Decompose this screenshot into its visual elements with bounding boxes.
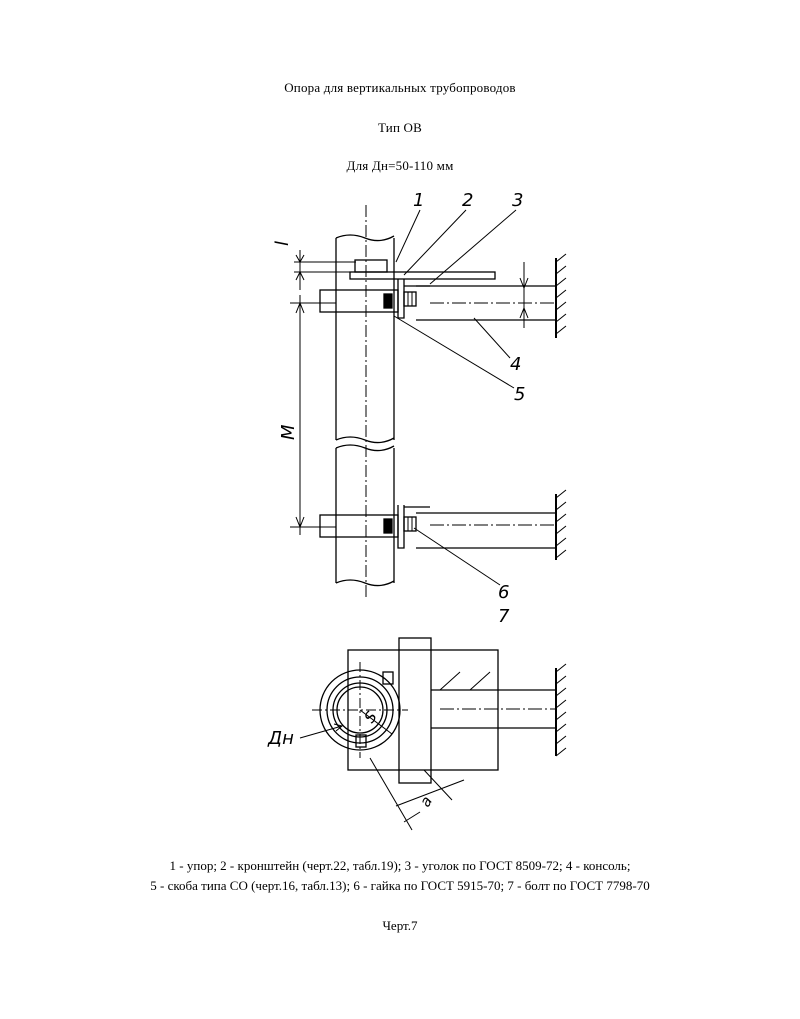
support-type: Тип ОВ (377, 120, 423, 135)
clamp-nut-upper (383, 293, 393, 309)
console-lower (416, 512, 555, 549)
label-dim-Dn: Дн (267, 728, 294, 749)
leader-3 (429, 209, 517, 285)
label-dim-a: a (416, 793, 436, 810)
label-dim-M: M (278, 424, 299, 440)
legend-line-2: 5 - скоба типа СО (черт.16, табл.13); 6 … (150, 878, 650, 893)
angle-profile (397, 279, 405, 319)
leader-5 (393, 315, 515, 389)
label-part-6: 6 (498, 582, 509, 603)
clamp-nut-lower (383, 518, 393, 534)
legend-line-1: 1 - упор; 2 - кронштейн (черт.22, табл.1… (169, 858, 631, 873)
leader-1 (395, 209, 421, 263)
label-dim-l: l (272, 241, 293, 246)
dimension-M (290, 295, 336, 535)
label-part-5: 5 (514, 384, 525, 405)
label-part-2: 2 (462, 190, 473, 211)
console-plan (431, 689, 555, 729)
console-upper (416, 285, 555, 321)
bolt-head-lower (403, 516, 417, 532)
elevation-view (290, 205, 567, 600)
dimension-l (294, 250, 356, 290)
bolt-head-upper (403, 291, 417, 307)
dimension-a (369, 757, 465, 831)
leader-2 (403, 209, 467, 276)
label-part-4: 4 (510, 354, 521, 375)
pipe (335, 205, 395, 600)
drawing-title: Опора для вертикальных трубопроводов (284, 80, 516, 95)
leader-4 (473, 317, 511, 359)
diameter-range: Для Дн=50-110 мм (346, 158, 454, 173)
plan-view (299, 637, 567, 831)
angle-profile-lower (397, 505, 405, 549)
label-part-1: 1 (413, 190, 424, 211)
bracket-plate (349, 271, 496, 280)
upper-support (319, 253, 567, 338)
leader-lines (393, 209, 517, 586)
leader-6 (413, 527, 501, 586)
drawing-caption: Черт.7 (382, 918, 418, 933)
label-part-3: 3 (512, 190, 523, 211)
lower-support (319, 489, 567, 560)
stop-block (354, 259, 388, 273)
parts-legend: 1 - упор; 2 - кронштейн (черт.22, табл.1… (0, 856, 800, 896)
label-part-7: 7 (498, 606, 510, 627)
